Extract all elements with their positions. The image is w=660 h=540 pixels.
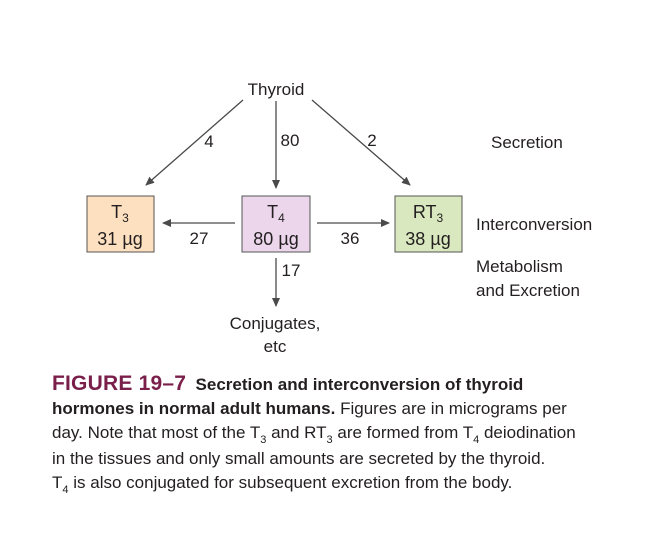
thyroid-label: Thyroid xyxy=(248,80,305,99)
caption-body-6: in the tissues and only small amounts ar… xyxy=(52,449,546,468)
arrow-thyroid-to-t3 xyxy=(145,99,244,186)
flow-thyroid-t4-value: 80 xyxy=(281,131,300,150)
thyroid-hormone-diagram: Thyroid 4 80 2 T3 31 µg T4 80 µg RT3 38 … xyxy=(86,80,592,356)
node-t4: T4 80 µg xyxy=(241,195,311,253)
sink-label-line1: Conjugates, xyxy=(230,314,321,333)
flow-thyroid-t3-value: 4 xyxy=(204,132,213,151)
flow-t4-t3-value: 27 xyxy=(190,229,209,248)
row-label-interconversion: Interconversion xyxy=(476,215,592,234)
node-t3-amount: 31 µg xyxy=(97,229,142,249)
caption-sub-3b: 3 xyxy=(326,434,333,446)
figure-caption: FIGURE 19–7 Secretion and interconversio… xyxy=(52,372,652,497)
node-t3: T3 31 µg xyxy=(86,195,155,253)
caption-sub-3a: 3 xyxy=(260,434,267,446)
row-label-metabolism-line1: Metabolism xyxy=(476,257,563,276)
caption-sub-4b: 4 xyxy=(62,484,69,496)
figure-label: FIGURE 19–7 xyxy=(52,372,187,395)
row-label-secretion: Secretion xyxy=(491,133,563,152)
sink-label-line2: etc xyxy=(264,337,287,356)
row-label-metabolism-line2: and Excretion xyxy=(476,281,580,300)
node-t3-name: T3 xyxy=(111,202,129,225)
caption-sub-4a: 4 xyxy=(473,434,480,446)
caption-body-8: is also conjugated for subsequent excret… xyxy=(73,473,513,492)
node-t4-name: T4 xyxy=(267,202,285,225)
figure-title-part2: hormones in normal adult humans. xyxy=(52,399,336,418)
node-rt3: RT3 38 µg xyxy=(394,195,463,253)
caption-body-2: day. Note that most of the T xyxy=(52,423,261,442)
flow-t4-rt3-value: 36 xyxy=(341,229,360,248)
caption-body-3: and RT xyxy=(271,423,327,442)
arrow-thyroid-to-rt3 xyxy=(311,99,411,186)
node-t4-amount: 80 µg xyxy=(253,229,298,249)
caption-body-7: T xyxy=(52,473,63,492)
figure-title-part1: Secretion and interconversion of thyroid xyxy=(195,375,524,394)
caption-body-1: Figures are in micrograms per xyxy=(340,399,567,418)
node-rt3-amount: 38 µg xyxy=(405,229,450,249)
flow-t4-conjugates-value: 17 xyxy=(282,261,301,280)
flow-thyroid-rt3-value: 2 xyxy=(367,131,376,150)
caption-body-5: deiodination xyxy=(483,423,576,442)
node-rt3-name: RT3 xyxy=(413,202,444,225)
caption-body-4: are formed from T xyxy=(337,423,474,442)
